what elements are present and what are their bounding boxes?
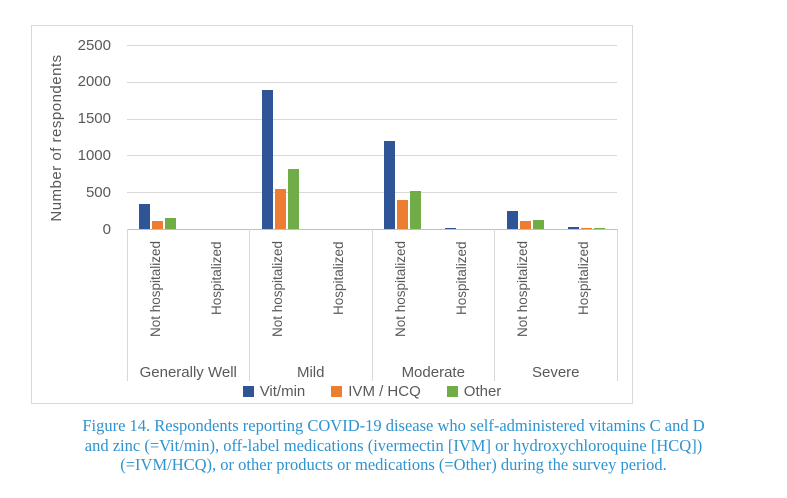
- x-axis-sublabel: Not hospitalized: [515, 241, 531, 338]
- bar: [593, 228, 605, 230]
- gridline: [127, 81, 617, 83]
- bar: [261, 89, 273, 230]
- bar: [165, 217, 177, 230]
- legend-item: Vit/min: [242, 382, 306, 400]
- bar: [384, 141, 396, 230]
- bar: [567, 226, 579, 230]
- legend-label: Other: [463, 382, 502, 400]
- figure-caption: Figure 14. Respondents reporting COVID-1…: [0, 416, 787, 475]
- legend-swatch-icon: [242, 385, 254, 397]
- x-axis-sublabel: Not hospitalized: [147, 241, 163, 338]
- caption-line-3: (=IVM/HCQ), or other products or medicat…: [120, 455, 667, 474]
- category-separator: [126, 229, 128, 381]
- gridline: [127, 192, 617, 194]
- y-tick-label: 2000: [77, 73, 111, 91]
- legend: Vit/min IVM / HCQ Other: [127, 382, 617, 400]
- x-axis-sublabel: Not hospitalized: [392, 241, 408, 338]
- y-tick-label: 0: [102, 220, 111, 238]
- category-separator: [494, 229, 495, 381]
- x-axis-sublabel: Hospitalized: [453, 241, 469, 315]
- category-separator: [616, 229, 618, 381]
- bar: [519, 221, 531, 230]
- y-axis-title: Number of respondents: [48, 54, 65, 222]
- y-tick-label: 500: [85, 183, 111, 201]
- y-tick-label: 1500: [77, 110, 111, 128]
- x-axis-group-label: Generally Well: [139, 364, 237, 381]
- legend-swatch-icon: [446, 385, 458, 397]
- legend-label: Vit/min: [259, 382, 306, 400]
- bar: [139, 204, 151, 230]
- bar: [287, 169, 299, 230]
- bar: [532, 219, 544, 230]
- bar: [506, 211, 518, 230]
- y-tick-label: 1000: [77, 146, 111, 164]
- gridline: [127, 155, 617, 157]
- category-separator: [371, 229, 373, 381]
- bar-chart: Number of respondents Vit/min IVM / HCQ Ot…: [31, 25, 633, 404]
- caption-line-2: and zinc (=Vit/min), off-label medicatio…: [84, 435, 703, 455]
- x-axis-sublabel: Not hospitalized: [270, 241, 286, 338]
- legend-label: IVM / HCQ: [348, 382, 421, 400]
- legend-item: IVM / HCQ: [331, 383, 421, 400]
- bar: [410, 190, 422, 230]
- y-tick-label: 2500: [77, 36, 111, 54]
- legend-item: Other: [446, 382, 502, 400]
- bar: [580, 228, 592, 230]
- caption-line-1: Figure 14. Respondents reporting COVID-1…: [82, 416, 705, 435]
- gridline: [127, 118, 617, 120]
- gridline: [127, 45, 617, 47]
- legend-swatch-icon: [331, 385, 343, 397]
- x-axis-group-label: Moderate: [401, 364, 465, 381]
- x-axis-group-label: Mild: [296, 364, 325, 381]
- bar: [397, 200, 409, 230]
- bar: [274, 189, 286, 230]
- x-axis-group-label: Severe: [531, 364, 580, 381]
- x-axis-sublabel: Hospitalized: [576, 241, 592, 315]
- x-axis-sublabel: Hospitalized: [331, 241, 347, 315]
- x-axis-sublabel: Hospitalized: [208, 241, 224, 315]
- bar: [445, 228, 457, 230]
- bar: [152, 220, 164, 230]
- category-separator: [249, 229, 250, 381]
